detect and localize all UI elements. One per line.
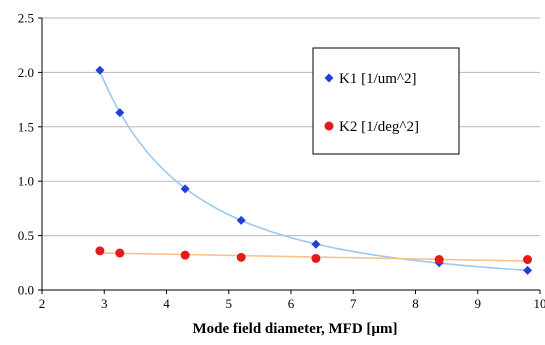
x-tick-label: 7 (350, 296, 357, 311)
x-tick-label: 6 (288, 296, 295, 311)
data-points (95, 65, 533, 275)
gridlines (42, 17, 540, 237)
data-point-diamond (236, 215, 246, 225)
x-tick-label: 4 (163, 296, 170, 311)
y-tick-label: 1.5 (18, 119, 34, 134)
y-tick-label: 2.0 (18, 65, 34, 80)
x-tick-label: 8 (412, 296, 419, 311)
x-tick-label: 10 (534, 296, 545, 311)
x-tick-label: 9 (475, 296, 482, 311)
data-point-circle (115, 248, 125, 258)
legend-marker-circle (324, 121, 334, 131)
y-tick-label: 1.0 (18, 174, 34, 189)
data-point-diamond (95, 65, 105, 75)
tick-labels: 0.0 0.5 1.0 1.5 2.0 2.5 2 3 4 5 6 7 8 9 10 (18, 11, 545, 312)
legend-marker-diamond (324, 73, 334, 83)
x-tick-label: 3 (101, 296, 108, 311)
axes (38, 17, 541, 294)
x-tick-label: 5 (226, 296, 233, 311)
legend: K1 [1/um^2] K2 [1/deg^2] (312, 47, 460, 155)
y-tick-label: 2.5 (18, 11, 34, 26)
data-point-diamond (523, 265, 533, 275)
y-tick-label: 0.5 (18, 228, 34, 243)
legend-label: K2 [1/deg^2] (339, 119, 419, 135)
data-point-circle (95, 246, 105, 256)
data-point-diamond (180, 184, 190, 194)
data-point-circle (180, 250, 190, 260)
x-axis-title: Mode field diameter, MFD [µm] (192, 321, 397, 337)
legend-box (312, 47, 460, 155)
data-point-circle (434, 255, 444, 265)
legend-label: K1 [1/um^2] (339, 71, 416, 87)
data-point-circle (236, 252, 246, 262)
y-tick-label: 0.0 (18, 283, 34, 298)
data-point-circle (523, 255, 533, 265)
data-point-diamond (311, 239, 321, 249)
data-point-diamond (115, 108, 125, 118)
x-tick-label: 2 (39, 296, 46, 311)
data-point-circle (311, 253, 321, 263)
